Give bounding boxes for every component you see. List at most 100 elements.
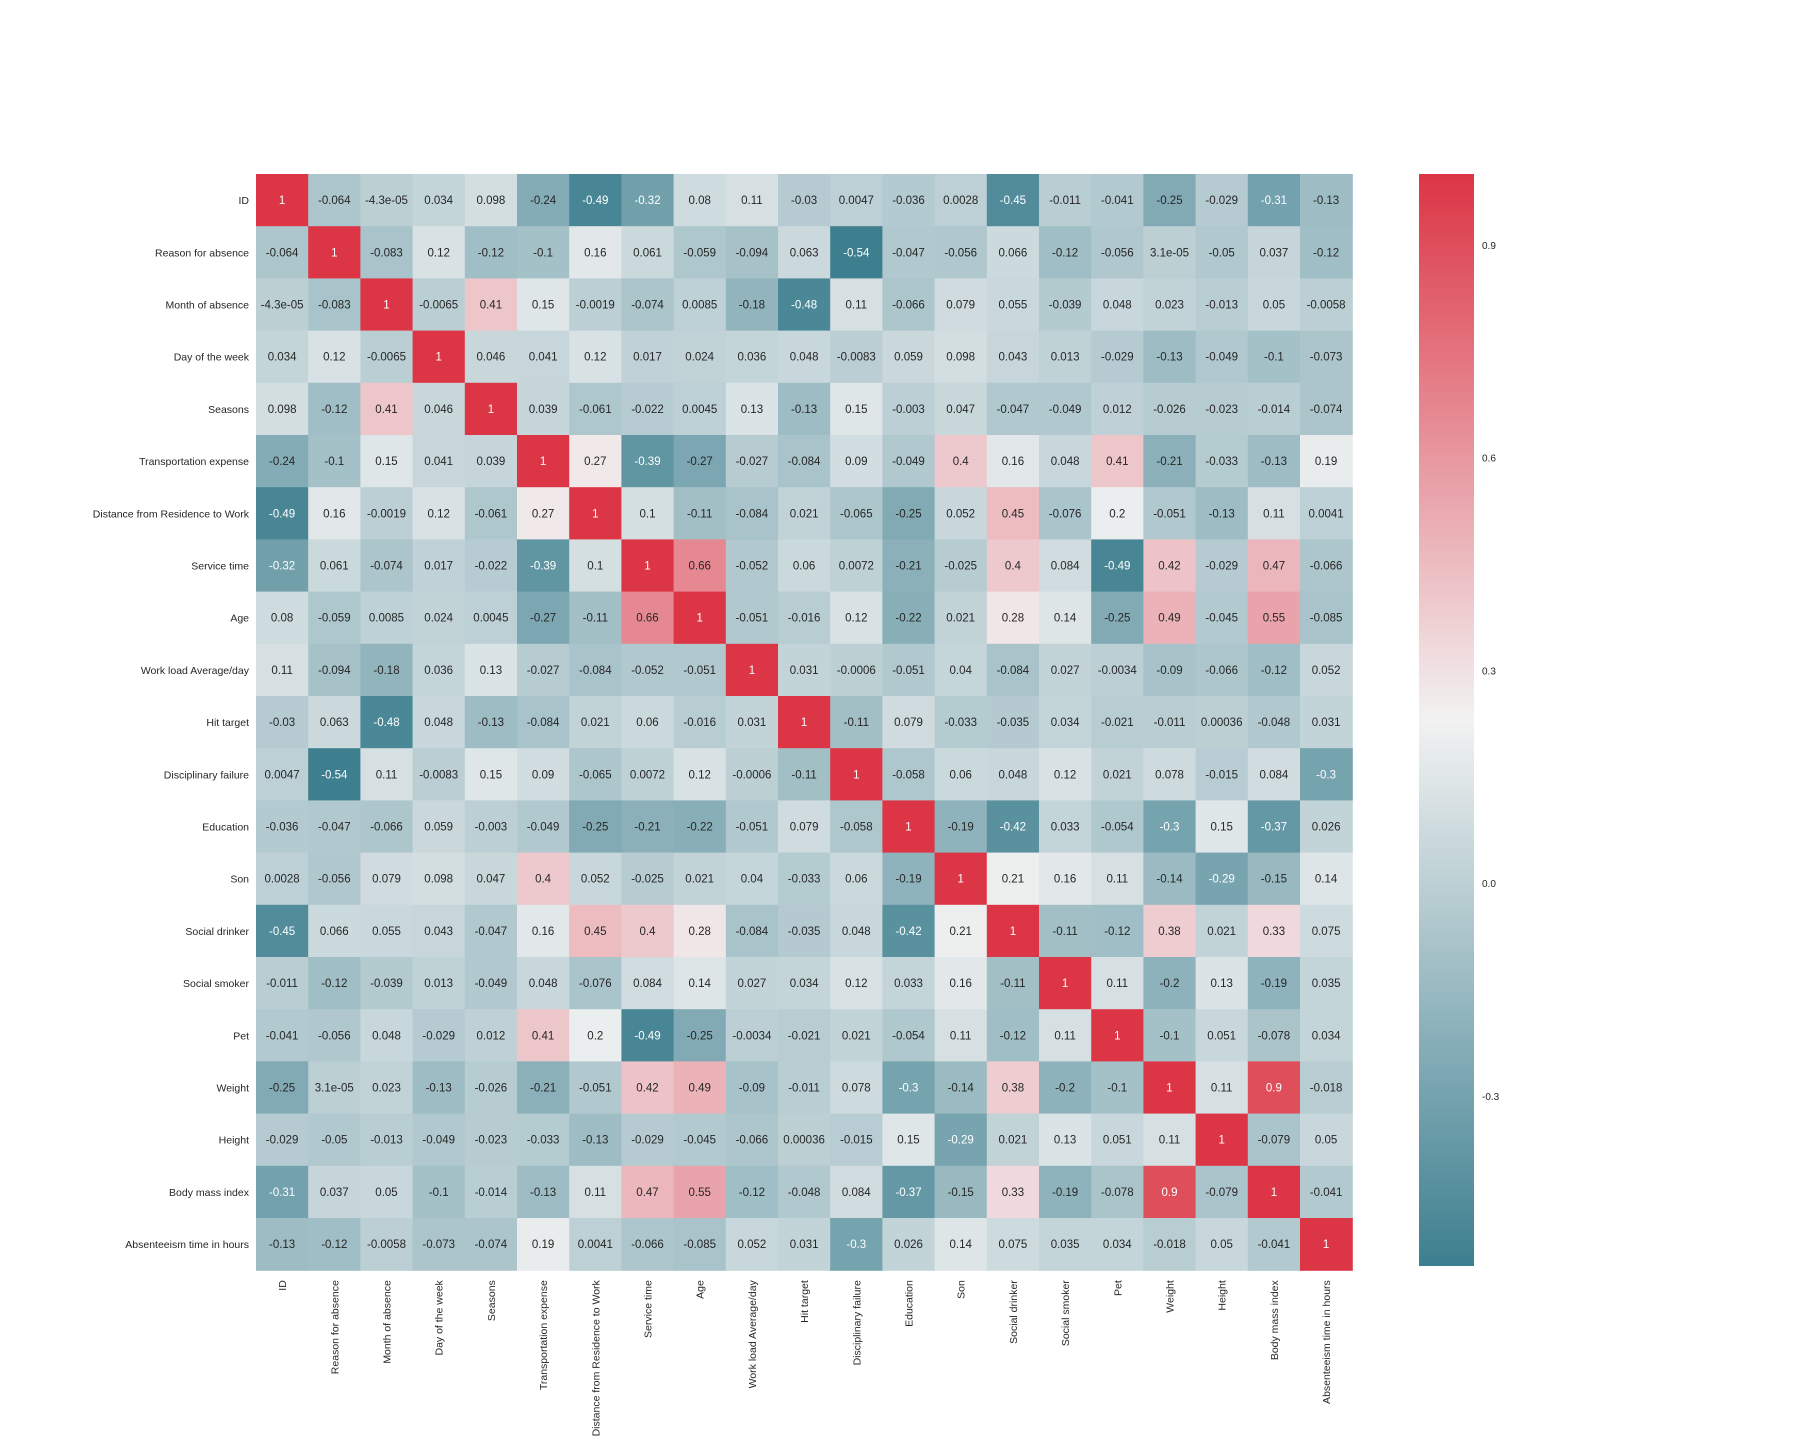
cell-value-label: 0.04 <box>741 874 764 886</box>
heatmap-cell <box>621 382 675 436</box>
heatmap-cell <box>1091 957 1144 1010</box>
heatmap-cell <box>882 904 936 958</box>
column-label: Seasons <box>486 1280 498 1321</box>
cell-value-label: 0.2 <box>587 1030 603 1042</box>
cell-value-label: 0.1 <box>640 508 656 520</box>
cell-value-label: -0.083 <box>370 247 403 259</box>
colorbar: 0.9 0.6 0.3 0.0 -0.3 <box>1419 174 1500 1266</box>
cell-value-label: 0.048 <box>1103 300 1132 312</box>
cell-value-label: 0.15 <box>532 300 554 312</box>
heatmap-cell <box>621 800 675 854</box>
heatmap-cell <box>1091 1218 1144 1271</box>
heatmap-cell <box>1300 904 1353 958</box>
cell-value-label: -0.1 <box>533 247 553 259</box>
heatmap-cell <box>308 591 361 645</box>
column-label: ID <box>277 1280 289 1291</box>
heatmap-cell <box>882 226 936 279</box>
cell-value-label: 0.052 <box>581 874 610 886</box>
heatmap-cell <box>256 1218 309 1271</box>
cell-value-label: 0.41 <box>480 300 502 312</box>
cell-value-label: 0.12 <box>845 613 867 625</box>
column-label: Body mass index <box>1269 1279 1281 1360</box>
colorbar-tick-label: 0.6 <box>1482 454 1496 465</box>
column-label: Social drinker <box>1008 1280 1020 1344</box>
heatmap-cell <box>1247 435 1301 488</box>
cell-value-label: 3.1e-05 <box>315 1083 354 1095</box>
cell-value-label: -0.035 <box>788 926 821 938</box>
cell-value-label: -0.041 <box>1258 1239 1291 1251</box>
cell-value-label: 0.033 <box>894 978 923 990</box>
cell-value-label: 0.13 <box>1054 1135 1076 1147</box>
row-label: Disciplinary failure <box>164 769 249 781</box>
cell-value-label: -0.21 <box>634 822 660 834</box>
cell-value-label: -0.1 <box>324 456 344 468</box>
heatmap-cell <box>308 696 361 749</box>
heatmap-cell <box>256 330 309 384</box>
heatmap-cell <box>1091 330 1144 384</box>
heatmap-cell <box>1039 539 1092 593</box>
cell-value-label: 0.098 <box>268 404 297 416</box>
cell-value-label: 0.078 <box>842 1083 871 1095</box>
heatmap-cell <box>1247 852 1301 906</box>
heatmap-cell <box>308 1165 361 1219</box>
cell-value-label: 0.13 <box>741 404 763 416</box>
heatmap-cell <box>569 487 622 540</box>
cell-value-label: -0.066 <box>370 822 403 834</box>
heatmap-cell <box>1195 226 1249 279</box>
heatmap-cell <box>830 1218 883 1271</box>
heatmap-cell <box>1039 382 1092 436</box>
column-label: Service time <box>643 1280 655 1338</box>
heatmap-cell <box>1300 382 1353 436</box>
cell-value-label: 0.037 <box>320 1187 349 1199</box>
cell-value-label: 0.0028 <box>265 874 300 886</box>
heatmap-cell <box>412 1061 466 1115</box>
cell-value-label: 0.079 <box>372 874 401 886</box>
heatmap-cell <box>1247 1218 1301 1271</box>
cell-value-label: -0.11 <box>583 613 608 625</box>
heatmap-cell <box>778 591 831 645</box>
heatmap-cell <box>1091 278 1144 332</box>
heatmap-cell <box>621 957 675 1010</box>
cell-value-label: 1 <box>592 508 598 520</box>
cell-value-label: 0.059 <box>894 352 923 364</box>
heatmap-cell <box>830 957 883 1010</box>
heatmap-cell <box>830 852 883 906</box>
heatmap-cell <box>882 487 936 540</box>
heatmap-cell <box>256 278 309 332</box>
heatmap-cell <box>569 435 622 488</box>
cell-value-label: -0.05 <box>1209 247 1235 259</box>
heatmap-cell <box>725 748 779 801</box>
heatmap-cell <box>621 591 675 645</box>
cell-value-label: -0.19 <box>1052 1187 1078 1199</box>
cell-value-label: -0.041 <box>266 1030 299 1042</box>
heatmap-cell <box>360 591 414 645</box>
heatmap-cell <box>360 1009 414 1062</box>
heatmap-cell <box>1300 1009 1353 1062</box>
heatmap-cell <box>1195 904 1249 958</box>
heatmap-cell <box>621 1218 675 1271</box>
cell-value-label: -0.0006 <box>732 769 771 781</box>
cell-value-label: -0.061 <box>475 508 508 520</box>
cell-value-label: 0.051 <box>1103 1135 1132 1147</box>
heatmap-cell <box>986 226 1040 279</box>
cell-value-label: 0.031 <box>1312 717 1341 729</box>
cell-value-label: 0.0047 <box>265 769 300 781</box>
cell-value-label: 0.098 <box>946 352 975 364</box>
cell-value-label: -0.3 <box>846 1239 866 1251</box>
heatmap-cell <box>256 487 309 540</box>
cell-value-label: 1 <box>1323 1239 1329 1251</box>
cell-value-label: -0.09 <box>1156 665 1182 677</box>
column-label: Social smoker <box>1060 1280 1072 1346</box>
heatmap-cell <box>1247 382 1301 436</box>
heatmap-cell <box>1195 487 1249 540</box>
heatmap-cell <box>725 278 779 332</box>
cell-value-label: 0.026 <box>1312 822 1341 834</box>
cell-value-label: 3.1e-05 <box>1150 247 1189 259</box>
heatmap-cell <box>986 1218 1040 1271</box>
heatmap-cell <box>934 591 988 645</box>
row-label: Social smoker <box>183 978 249 990</box>
row-label: Work load Average/day <box>141 665 250 677</box>
heatmap-cell <box>1300 278 1353 332</box>
cell-value-label: -0.25 <box>687 1030 713 1042</box>
heatmap-cell <box>1039 226 1092 279</box>
